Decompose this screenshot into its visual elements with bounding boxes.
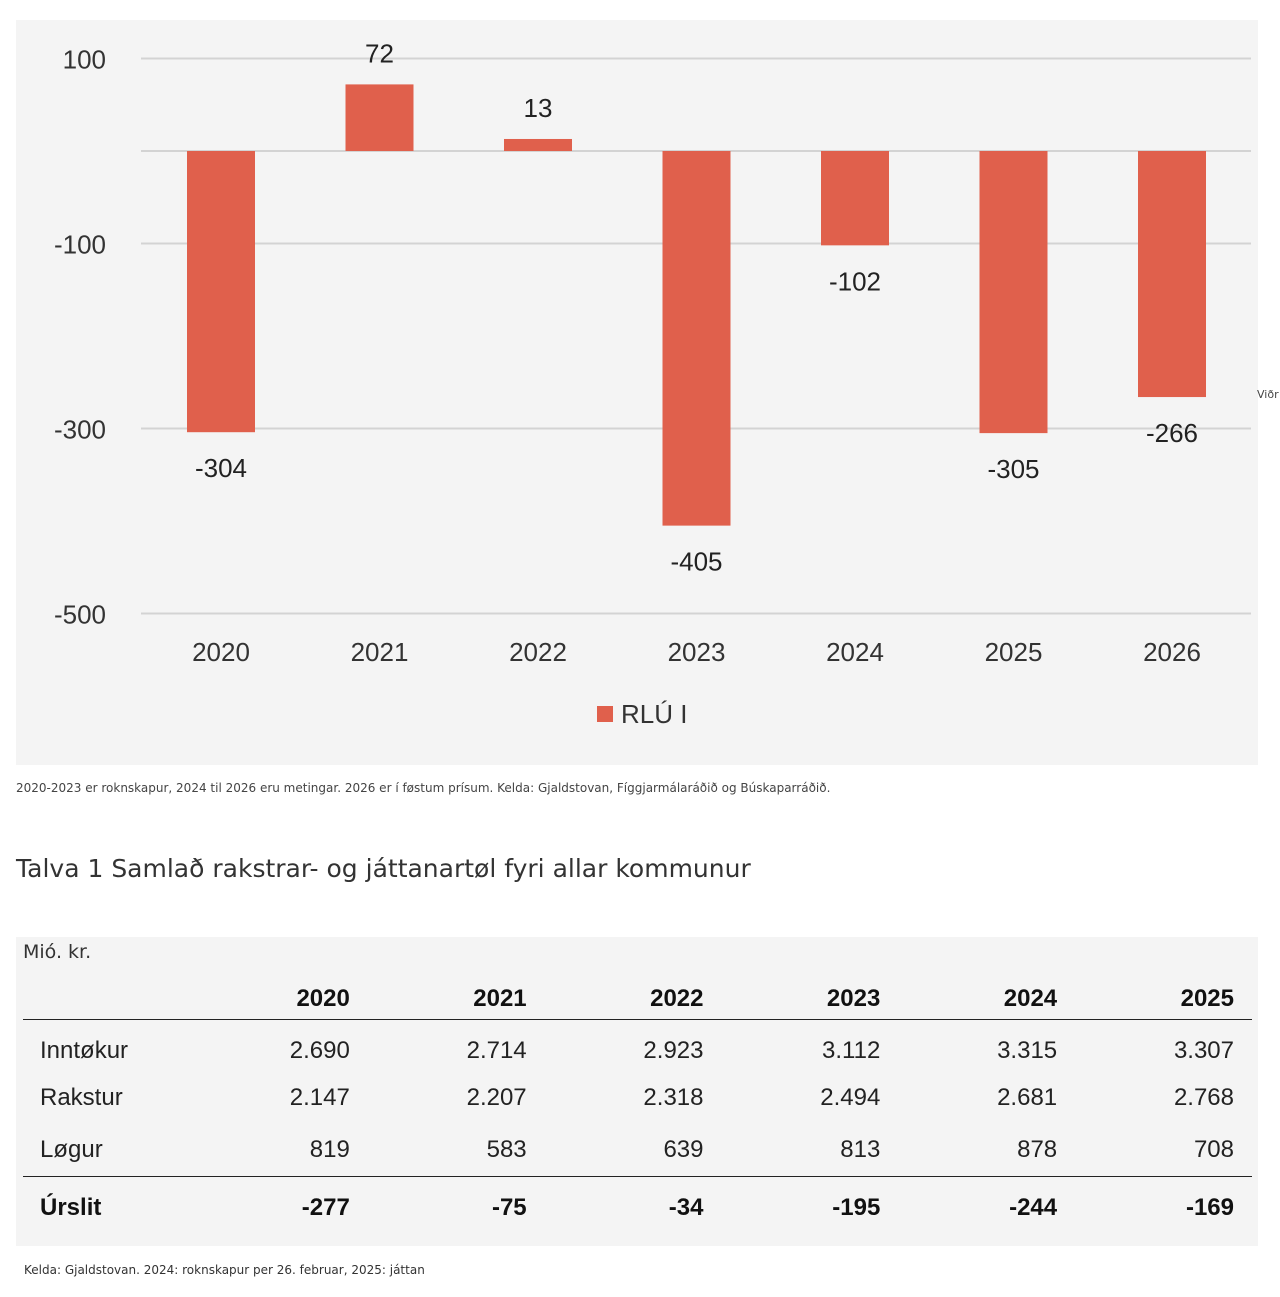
row-label: Inntøkur: [40, 1037, 129, 1064]
truncated-side-label: Viðr: [1257, 388, 1279, 401]
total-row: Úrslit -277 -75 -34 -195 -244 -169: [23, 1176, 1252, 1239]
y-tick-label: -100: [54, 230, 106, 260]
table-header-row: 2020 2021 2022 2023 2024 2025: [23, 979, 1252, 1020]
table-cell: 639: [663, 1136, 704, 1163]
unit-label: Mió. kr.: [23, 941, 92, 963]
total-cell: -34: [544, 1176, 722, 1239]
data-label: -405: [670, 547, 722, 577]
x-tick-label: 2022: [509, 637, 567, 667]
table-cell: 878: [1017, 1136, 1058, 1163]
column-header: 2020: [191, 979, 368, 1020]
bar: [662, 151, 731, 526]
bar: [345, 84, 414, 151]
data-table: 2020 2021 2022 2023 2024 2025 Inntøkur 2…: [23, 979, 1252, 1239]
y-tick-label: -300: [54, 415, 106, 445]
table-cell: 2.923: [643, 1037, 704, 1064]
data-label: -102: [829, 266, 881, 296]
column-header: 2025: [1075, 979, 1252, 1020]
x-tick-label: 2023: [668, 637, 726, 667]
data-label: 13: [524, 93, 553, 123]
data-label: -305: [987, 454, 1039, 484]
table-cell: 2.690: [289, 1037, 350, 1064]
table-title: Talva 1 Samlað rakstrar- og játtanartøl …: [16, 854, 751, 883]
table-cell: 2.207: [466, 1084, 527, 1111]
data-label: -266: [1146, 418, 1198, 448]
table-cell: 819: [309, 1136, 350, 1163]
total-cell: -169: [1075, 1176, 1252, 1239]
table-row: Løgur 819 583 639 813 878 708: [23, 1124, 1252, 1177]
table-cell: 583: [486, 1136, 527, 1163]
bar: [187, 151, 255, 433]
table-cell: 708: [1193, 1136, 1234, 1163]
column-header: [23, 979, 191, 1020]
bar: [1138, 151, 1206, 398]
bar: [504, 138, 572, 151]
y-tick-label: 100: [63, 45, 106, 75]
x-tick-label: 2021: [351, 637, 409, 667]
bar: [821, 151, 889, 246]
x-tick-label: 2026: [1143, 637, 1201, 667]
column-header: 2021: [367, 979, 545, 1020]
data-label: -304: [195, 453, 247, 483]
table-cell: 2.494: [820, 1084, 881, 1111]
legend-swatch: [597, 706, 613, 722]
row-label: Rakstur: [40, 1084, 123, 1111]
column-header: 2023: [721, 979, 899, 1020]
table-cell: 3.112: [822, 1037, 881, 1064]
row-label: Løgur: [40, 1136, 103, 1163]
x-tick-label: 2025: [985, 637, 1043, 667]
total-cell: -75: [367, 1176, 545, 1239]
table-cell: 3.307: [1173, 1037, 1234, 1064]
table-panel: Mió. kr. 2020 2021 2022 2023 2024 2025 I…: [16, 937, 1258, 1246]
column-header: 2024: [898, 979, 1076, 1020]
legend-label: RLÚ I: [621, 699, 687, 729]
total-cell: -277: [191, 1176, 368, 1239]
table-source: Kelda: Gjaldstovan. 2024: roknskapur per…: [24, 1263, 425, 1277]
column-header: 2022: [544, 979, 722, 1020]
table-row: Rakstur 2.147 2.207 2.318 2.494 2.681 2.…: [23, 1072, 1252, 1124]
table-cell: 2.147: [289, 1084, 350, 1111]
total-cell: -244: [898, 1176, 1076, 1239]
y-tick-label: -500: [54, 600, 106, 630]
bar-chart: 100 -100 -300 -500 -304 2020 72 2021 13 2022 -405 2…: [54, 38, 1251, 729]
table-cell: 2.318: [643, 1084, 704, 1111]
table-row: Inntøkur 2.690 2.714 2.923 3.112 3.315 3…: [23, 1020, 1252, 1073]
table-cell: 2.768: [1173, 1084, 1234, 1111]
table-cell: 2.681: [997, 1084, 1058, 1111]
bar: [979, 151, 1048, 434]
table-cell: 2.714: [466, 1037, 527, 1064]
x-tick-label: 2024: [826, 637, 884, 667]
chart-caption: 2020-2023 er roknskapur, 2024 til 2026 e…: [16, 781, 831, 795]
table-cell: 3.315: [997, 1037, 1058, 1064]
table-cell: 813: [840, 1136, 881, 1163]
total-label: Úrslit: [23, 1176, 191, 1239]
data-label: 72: [365, 38, 394, 68]
total-cell: -195: [721, 1176, 899, 1239]
x-tick-label: 2020: [192, 637, 250, 667]
